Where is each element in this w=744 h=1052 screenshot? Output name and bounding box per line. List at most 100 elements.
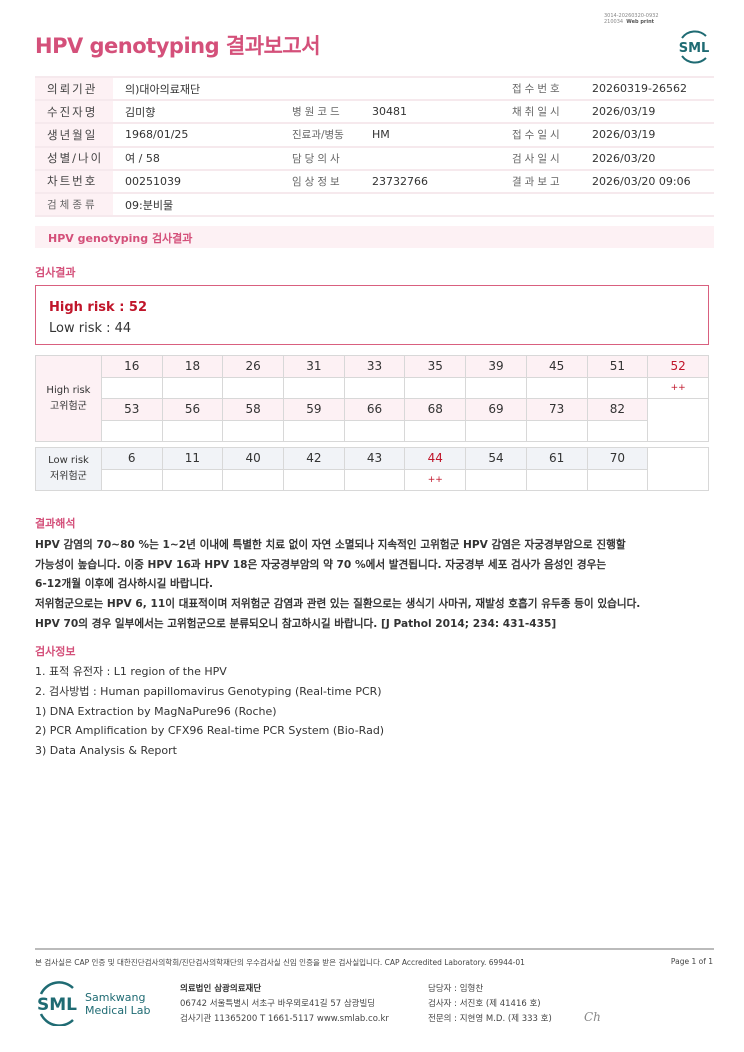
info-value: 09:분비물 bbox=[113, 192, 714, 218]
info-label: 담당의사 bbox=[280, 146, 360, 171]
genotype-header: 70 bbox=[586, 447, 649, 470]
interpretation-line: 저위험군으로는 HPV 6, 11이 대표적이며 저위험군 감염과 관련 있는 … bbox=[35, 598, 641, 611]
high-risk-summary: High risk : 52 bbox=[49, 300, 148, 315]
print-mode: Web print bbox=[626, 19, 655, 25]
genotype-header: 16 bbox=[100, 355, 163, 378]
test-info-line: 1. 표적 유전자 : L1 region of the HPV bbox=[35, 665, 227, 678]
risk-group-label: Low risk 저위험군 bbox=[35, 447, 102, 491]
info-label: 진료과/병동 bbox=[280, 123, 360, 148]
genotype-header: 44 bbox=[404, 447, 467, 470]
genotype-header: 40 bbox=[222, 447, 284, 470]
genotype-header: 68 bbox=[404, 398, 467, 421]
genotype-header: 61 bbox=[525, 447, 588, 470]
genotype-header: 53 bbox=[100, 398, 163, 421]
accreditation-note: 본 검사실은 CAP 인증 및 대한진단검사의학회/진단검사의학재단의 우수검사… bbox=[35, 958, 525, 967]
genotype-header: 39 bbox=[465, 355, 527, 378]
genotype-header: 43 bbox=[343, 447, 406, 470]
info-value: 김미향 bbox=[113, 100, 280, 125]
patient-info-table: 의뢰기관 의)대아의료재단 접수번호 20260319-26562 수진자명 김미향 병원코… bbox=[35, 75, 714, 218]
info-value: 여 / 58 bbox=[113, 146, 280, 171]
genotype-result bbox=[161, 468, 224, 491]
interpretation-line: HPV 감염의 70~80 %는 1~2년 이내에 특별한 치료 없이 자연 소… bbox=[35, 539, 626, 551]
info-row: 의뢰기관 의)대아의료재단 접수번호 20260319-26562 bbox=[35, 75, 714, 102]
genotype-header: 69 bbox=[465, 398, 527, 421]
interpretation-heading: 결과해석 bbox=[35, 517, 76, 530]
genotype-result bbox=[222, 419, 285, 442]
genotype-result bbox=[525, 419, 588, 442]
staff-manager: 담당자 : 임형찬 bbox=[428, 984, 484, 994]
test-info-line: 1) DNA Extraction by MagNaPure96 (Roche) bbox=[35, 704, 277, 718]
genotype-header: 58 bbox=[222, 398, 285, 421]
interpretation-line: HPV 70의 경우 일부에서는 고위험군으로 분류되오니 참고하시길 바랍니다… bbox=[35, 617, 557, 630]
signature: Ch bbox=[584, 1010, 601, 1024]
low-risk-summary: Low risk : 44 bbox=[49, 321, 132, 336]
info-label: 성별/나이 bbox=[35, 146, 113, 171]
svg-text:SML: SML bbox=[679, 41, 710, 56]
genotype-result bbox=[222, 468, 284, 491]
footer-divider bbox=[35, 948, 714, 950]
risk-label-en: High risk bbox=[46, 384, 91, 396]
staff-tester: 검사자 : 서진호 (제 41416 호) bbox=[428, 999, 541, 1009]
genotype-result bbox=[404, 419, 467, 442]
info-value: HM bbox=[360, 123, 500, 148]
info-label: 생년월일 bbox=[35, 123, 113, 148]
genotype-header: 26 bbox=[222, 355, 285, 378]
info-label: 접수번호 bbox=[500, 75, 580, 102]
genotype-result bbox=[343, 419, 406, 442]
info-value: 1968/01/25 bbox=[113, 123, 280, 148]
genotype-header: 51 bbox=[586, 355, 649, 378]
interpretation-line: 가능성이 높습니다. 이중 HPV 16과 HPV 18은 자궁경부암의 약 7… bbox=[35, 558, 607, 571]
genotype-result: ++ bbox=[404, 468, 467, 491]
print-id-line1: 3014-20260320-0932 bbox=[604, 13, 659, 19]
sml-logo: SML bbox=[679, 30, 710, 64]
info-label: 차트번호 bbox=[35, 169, 113, 194]
report-title: HPV genotyping 결과보고서 bbox=[35, 34, 321, 58]
empty-cell bbox=[647, 447, 709, 491]
info-value: 20260319-26562 bbox=[580, 75, 714, 102]
genotype-result bbox=[465, 468, 527, 491]
info-value: 30481 bbox=[360, 100, 500, 125]
test-info-text: 1. 표적 유전자 : L1 region of the HPV 2. 검사방법 … bbox=[35, 662, 384, 761]
genotype-result bbox=[586, 419, 649, 442]
org-name: 의료법인 삼광의료재단 bbox=[180, 984, 262, 994]
genotype-header: 54 bbox=[465, 447, 527, 470]
info-row: 차트번호 00251039 임상정보 23732766 결과보고 2026/03/20 0… bbox=[35, 169, 714, 194]
info-row: 성별/나이 여 / 58 담당의사 검사일시 2026/03/20 bbox=[35, 146, 714, 171]
genotype-header: 42 bbox=[283, 447, 345, 470]
genotype-header: 59 bbox=[283, 398, 345, 421]
genotype-header: 31 bbox=[283, 355, 345, 378]
info-label: 접수일시 bbox=[500, 123, 580, 148]
svg-text:Medical Lab: Medical Lab bbox=[85, 1004, 151, 1017]
info-value: 2026/03/20 09:06 bbox=[580, 169, 714, 194]
genotype-header: 45 bbox=[525, 355, 588, 378]
info-value: 2026/03/19 bbox=[580, 100, 714, 125]
risk-label-ko: 고위험군 bbox=[50, 400, 87, 412]
risk-group-label: High risk 고위험군 bbox=[35, 355, 102, 442]
info-label: 병원코드 bbox=[280, 100, 360, 125]
genotype-result bbox=[100, 419, 163, 442]
print-id: 3014-20260320-0932 210034 Web print bbox=[604, 13, 659, 25]
staff-specialist: 전문의 : 지현영 M.D. (제 333 호) bbox=[428, 1014, 552, 1024]
empty-cell bbox=[647, 398, 709, 442]
info-empty bbox=[280, 75, 500, 102]
info-label: 임상정보 bbox=[280, 169, 360, 194]
test-info-line: 2. 검사방법 : Human papillomavirus Genotypin… bbox=[35, 684, 382, 698]
genotype-result bbox=[465, 376, 527, 399]
info-row: 수진자명 김미향 병원코드 30481 채취일시 2026/03/19 bbox=[35, 100, 714, 125]
genotype-result bbox=[525, 468, 588, 491]
staff-info: 담당자 : 임형찬 검사자 : 서진호 (제 41416 호) 전문의 : 지현… bbox=[428, 982, 552, 1027]
info-row: 생년월일 1968/01/25 진료과/병동 HM 접수일시 2026/03/19 bbox=[35, 123, 714, 148]
organization-info: 의료법인 삼광의료재단 06742 서울특별시 서초구 바우뫼로41길 57 삼… bbox=[180, 982, 389, 1027]
genotype-header: 35 bbox=[404, 355, 467, 378]
genotype-result bbox=[586, 468, 649, 491]
test-info-line: 2) PCR Amplification by CFX96 Real-time … bbox=[35, 724, 385, 738]
genotype-result bbox=[525, 376, 588, 399]
info-value: 의)대아의료재단 bbox=[113, 75, 280, 102]
genotype-result bbox=[222, 376, 285, 399]
test-info-line: 3) Data Analysis & Report bbox=[35, 744, 177, 758]
genotype-result: ++ bbox=[647, 376, 709, 399]
genotype-result bbox=[586, 376, 649, 399]
org-address: 06742 서울특별시 서초구 바우뫼로41길 57 삼광빌딩 bbox=[180, 999, 376, 1009]
info-label: 수진자명 bbox=[35, 100, 113, 125]
genotype-header: 52 bbox=[647, 355, 709, 378]
